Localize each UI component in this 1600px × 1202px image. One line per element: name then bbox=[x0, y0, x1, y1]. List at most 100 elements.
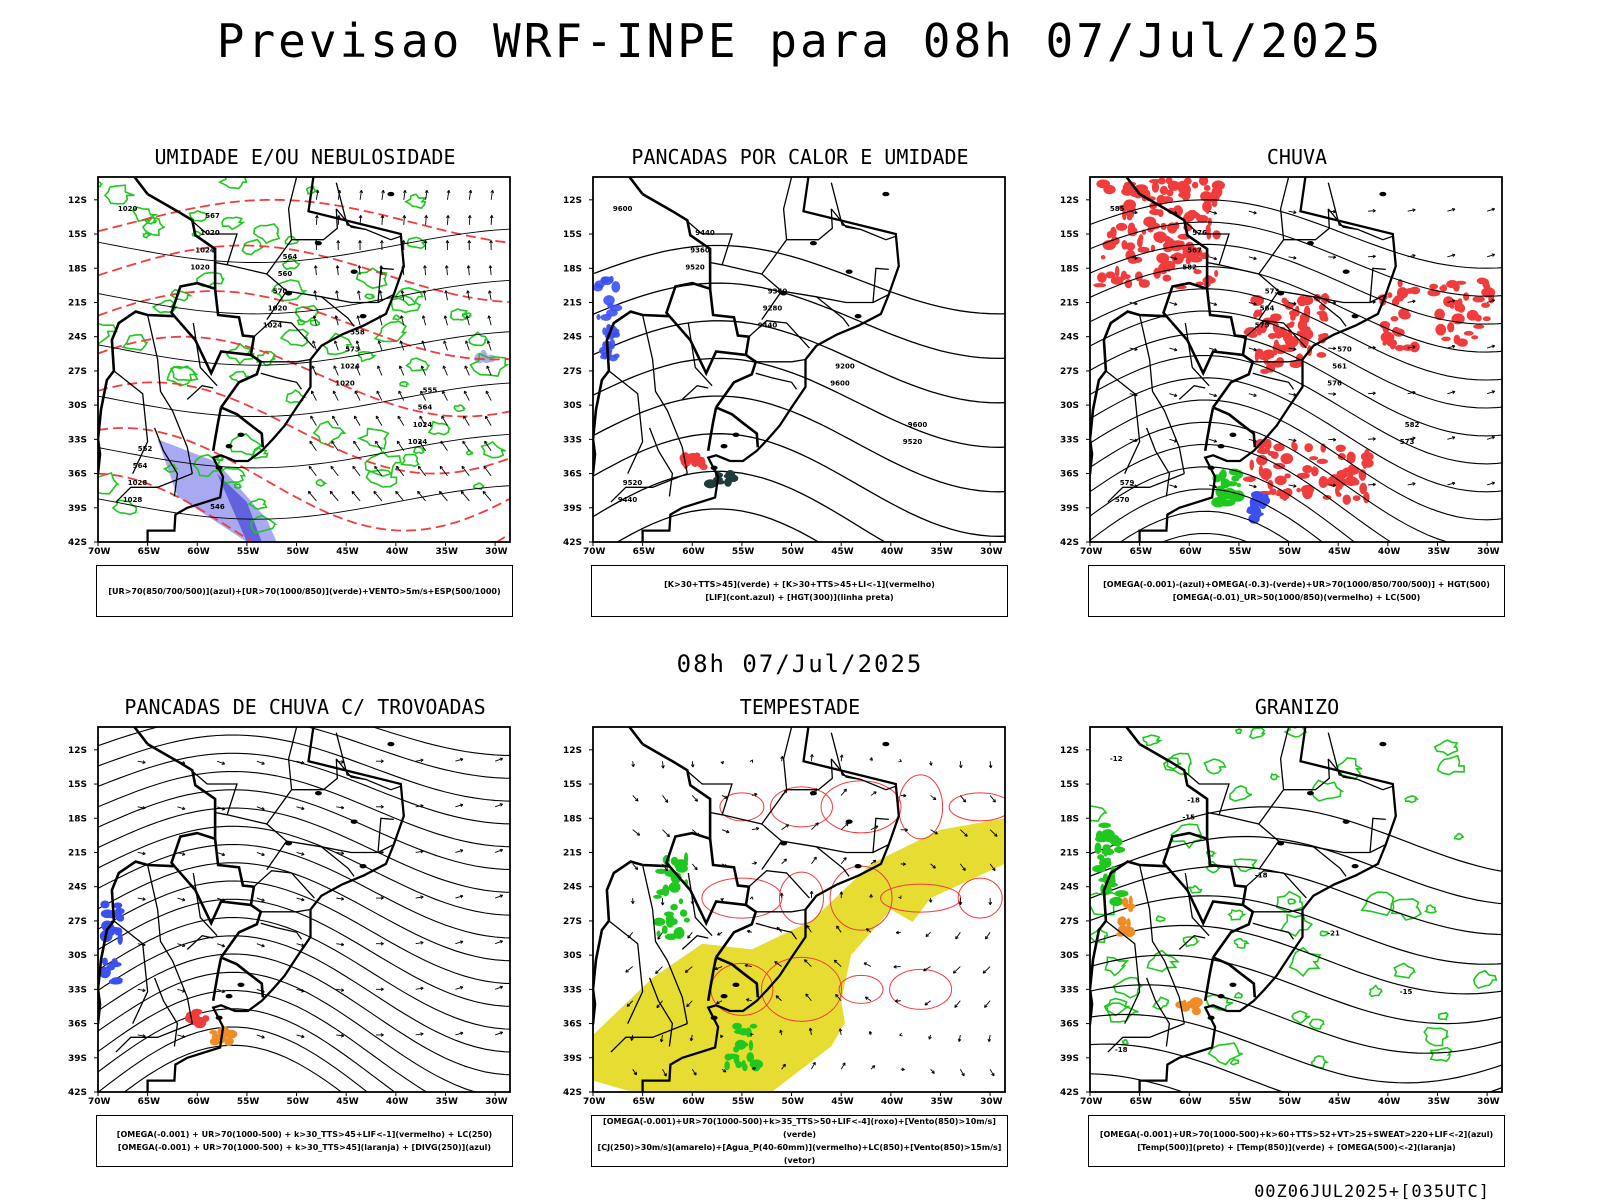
lon-label: 30W bbox=[485, 547, 508, 557]
contour-label: 1020 bbox=[268, 304, 288, 312]
temp850-area-green bbox=[1104, 858, 1111, 862]
contour-label: 579 bbox=[1120, 479, 1135, 487]
lif-area-blue bbox=[596, 314, 600, 320]
humidity-contour-green bbox=[365, 294, 374, 299]
state-border bbox=[650, 428, 673, 497]
wind-vector bbox=[376, 416, 382, 426]
country-border bbox=[643, 744, 711, 839]
lat-label: 33S bbox=[1060, 985, 1079, 995]
map-layer: 1020102010241020102410281024102010241024… bbox=[83, 173, 515, 588]
rain-area-red bbox=[1317, 311, 1325, 315]
contour-label: 9280 bbox=[763, 304, 783, 312]
rain-area-red bbox=[1156, 253, 1169, 264]
lat-label: 39S bbox=[563, 504, 582, 514]
streamline-850 bbox=[770, 787, 832, 827]
humidity-contour-green bbox=[392, 296, 420, 313]
wind850-area-green bbox=[684, 918, 690, 923]
humidity-contour-green bbox=[406, 194, 426, 208]
rain-area-red bbox=[1105, 271, 1115, 278]
temp850-area-green bbox=[1101, 829, 1115, 840]
temp850-contour bbox=[1235, 993, 1242, 998]
contour-label: 582 bbox=[1405, 421, 1420, 429]
lat-label: 42S bbox=[1060, 538, 1079, 548]
temp850-contour bbox=[1271, 774, 1278, 780]
wind-vector bbox=[418, 466, 425, 476]
lat-label: 27S bbox=[1060, 917, 1079, 927]
lon-label: 40W bbox=[386, 1097, 409, 1107]
lat-label: 12S bbox=[68, 196, 87, 206]
contour-label: 9200 bbox=[835, 363, 855, 371]
lat-label: 15S bbox=[68, 230, 87, 240]
lat-label: 24S bbox=[1060, 883, 1079, 893]
lat-label: 24S bbox=[563, 883, 582, 893]
lon-label: 60W bbox=[1179, 1097, 1202, 1107]
wind-vector bbox=[398, 416, 404, 426]
lon-label: 35W bbox=[1427, 1097, 1450, 1107]
temp850-contour bbox=[1370, 986, 1382, 997]
humidity-contour-green bbox=[220, 173, 247, 188]
lake-mark bbox=[216, 466, 223, 470]
lat-label: 27S bbox=[1060, 367, 1079, 377]
humidity-contour-green bbox=[314, 422, 345, 446]
rain-area-green bbox=[1230, 496, 1236, 502]
lif-area-blue bbox=[600, 354, 606, 359]
rain-area-red bbox=[1473, 296, 1485, 303]
temp500-contour bbox=[1090, 807, 1507, 872]
lon-label: 45W bbox=[831, 1097, 854, 1107]
rain-area-red bbox=[1316, 352, 1326, 358]
map-svg: 1020102010241020102410281024102010241024… bbox=[90, 145, 520, 555]
divergence-area-blue bbox=[113, 902, 122, 908]
lake-mark bbox=[387, 192, 394, 196]
lat-label: 21S bbox=[1060, 848, 1079, 858]
thickness-contour bbox=[98, 382, 515, 473]
lon-label: 65W bbox=[1130, 547, 1153, 557]
humidity-contour-green bbox=[171, 367, 197, 381]
wind850-area-green bbox=[669, 882, 681, 893]
thickness-contour bbox=[98, 337, 515, 417]
lat-label: 30S bbox=[1060, 951, 1079, 961]
lake-mark bbox=[360, 864, 367, 868]
rain-area-red bbox=[1335, 486, 1340, 496]
lat-label: 33S bbox=[1060, 435, 1079, 445]
state-border bbox=[1259, 209, 1330, 291]
rain-area-red bbox=[1309, 456, 1318, 460]
state-border bbox=[831, 759, 896, 790]
lon-label: 50W bbox=[782, 547, 805, 557]
temp850-contour bbox=[1474, 971, 1497, 988]
rain-area-red bbox=[1249, 460, 1254, 471]
lif-area-blue bbox=[610, 304, 622, 311]
divergence-area-blue bbox=[109, 978, 123, 984]
lake-mark bbox=[732, 983, 739, 987]
temp850-contour bbox=[1204, 759, 1225, 774]
temp850-contour bbox=[1235, 939, 1248, 948]
rain-area-red bbox=[1304, 443, 1313, 452]
lat-label: 39S bbox=[68, 504, 87, 514]
omega500-area-orange bbox=[1124, 927, 1135, 937]
convection-area-red bbox=[700, 464, 708, 471]
rain-area-red bbox=[1212, 230, 1220, 239]
run-footer: 00Z06JUL2025+[035UTC] bbox=[1254, 1182, 1490, 1202]
rain-area-red bbox=[1202, 277, 1215, 284]
rain-area-red bbox=[1317, 459, 1328, 464]
temp850-contour bbox=[1281, 915, 1313, 936]
temp850-contour bbox=[1277, 892, 1303, 913]
state-border bbox=[756, 373, 797, 389]
lon-label: 65W bbox=[1130, 1097, 1153, 1107]
wind850-area-green bbox=[752, 1062, 761, 1071]
wind-vector bbox=[750, 897, 753, 900]
state-border bbox=[1140, 865, 1185, 1024]
streamline-850 bbox=[949, 793, 1011, 821]
temp850-contour bbox=[1310, 1019, 1324, 1029]
temp850-contour bbox=[1230, 786, 1252, 801]
state-border bbox=[749, 871, 810, 898]
thickness-contour bbox=[98, 200, 515, 244]
lake-mark bbox=[1379, 192, 1386, 196]
state-border bbox=[1328, 209, 1393, 240]
lon-label: 40W bbox=[1378, 547, 1401, 557]
lake-mark bbox=[810, 791, 817, 795]
rain-area-red bbox=[1143, 217, 1156, 228]
rain-area-red bbox=[1160, 186, 1168, 195]
map-svg: -12-15-18-21-15-18-1812S15S18S21S24S27S3… bbox=[1082, 695, 1512, 1105]
